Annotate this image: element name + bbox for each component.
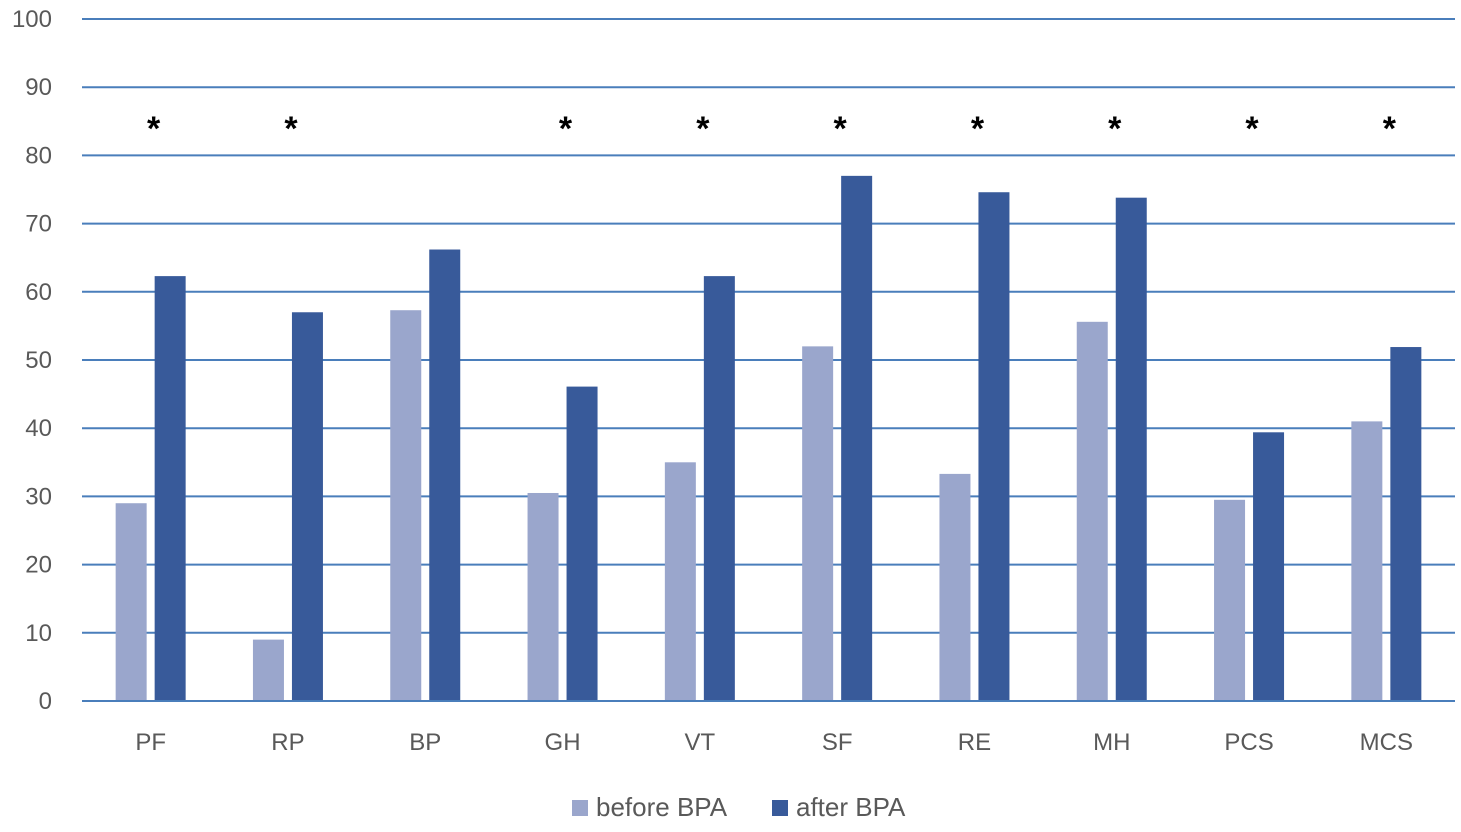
bar-after-pf bbox=[154, 276, 186, 701]
bar-after-rp bbox=[291, 312, 323, 701]
bar-before-gh bbox=[527, 492, 559, 701]
legend-swatch-before bbox=[572, 800, 588, 816]
y-tick-label: 100 bbox=[12, 6, 52, 33]
bars bbox=[115, 175, 1422, 702]
significance-star: * bbox=[834, 110, 848, 148]
bar-before-mcs bbox=[1351, 421, 1383, 701]
significance-star: * bbox=[696, 110, 710, 148]
y-tick-label: 90 bbox=[25, 74, 52, 101]
x-tick-label: BP bbox=[409, 729, 441, 756]
x-tick-label: PCS bbox=[1224, 729, 1273, 756]
y-tick-label: 20 bbox=[25, 552, 52, 579]
bar-before-bp bbox=[390, 310, 422, 701]
bar-after-mh bbox=[1115, 197, 1147, 701]
legend-swatch-after bbox=[772, 800, 788, 816]
bar-after-mcs bbox=[1390, 347, 1422, 701]
y-tick-label: 30 bbox=[25, 483, 52, 510]
x-tick-label: RE bbox=[958, 729, 991, 756]
x-tick-label: MH bbox=[1093, 729, 1130, 756]
bar-before-pcs bbox=[1214, 499, 1246, 701]
bar-before-re bbox=[939, 473, 971, 701]
bar-before-vt bbox=[664, 462, 696, 701]
x-tick-label: RP bbox=[271, 729, 304, 756]
y-tick-label: 40 bbox=[25, 415, 52, 442]
y-tick-label: 60 bbox=[25, 279, 52, 306]
legend: before BPA after BPA bbox=[572, 792, 906, 822]
y-tick-label: 80 bbox=[25, 142, 52, 169]
y-tick-label: 0 bbox=[39, 688, 52, 715]
x-axis-labels: PF RP BP GH VT SF RE MH PCS MCS bbox=[135, 729, 1413, 756]
bar-after-re bbox=[978, 192, 1010, 701]
bar-after-gh bbox=[566, 386, 598, 701]
bar-before-rp bbox=[252, 639, 284, 701]
significance-star: * bbox=[1108, 110, 1122, 148]
significance-markers: * * * * * * * * * bbox=[147, 110, 1397, 148]
bar-before-mh bbox=[1076, 321, 1108, 701]
significance-star: * bbox=[1383, 110, 1397, 148]
bar-before-sf bbox=[802, 346, 834, 701]
x-tick-label: GH bbox=[545, 729, 581, 756]
significance-star: * bbox=[147, 110, 161, 148]
y-axis-ticks: 0 10 20 30 40 50 60 70 80 90 100 bbox=[12, 6, 52, 715]
significance-star: * bbox=[971, 110, 985, 148]
significance-star: * bbox=[1245, 110, 1259, 148]
x-tick-label: MCS bbox=[1360, 729, 1413, 756]
x-tick-label: SF bbox=[822, 729, 853, 756]
y-tick-label: 70 bbox=[25, 211, 52, 238]
bar-after-vt bbox=[703, 276, 735, 701]
bar-before-pf bbox=[115, 503, 147, 701]
y-tick-label: 50 bbox=[25, 347, 52, 374]
y-tick-label: 10 bbox=[25, 620, 52, 647]
bar-after-pcs bbox=[1253, 432, 1285, 701]
x-tick-label: VT bbox=[685, 729, 716, 756]
bar-after-sf bbox=[841, 175, 873, 702]
legend-label-before: before BPA bbox=[596, 792, 728, 822]
legend-label-after: after BPA bbox=[796, 792, 906, 822]
significance-star: * bbox=[559, 110, 573, 148]
significance-star: * bbox=[284, 110, 298, 148]
x-tick-label: PF bbox=[135, 729, 166, 756]
bar-after-bp bbox=[429, 249, 461, 702]
